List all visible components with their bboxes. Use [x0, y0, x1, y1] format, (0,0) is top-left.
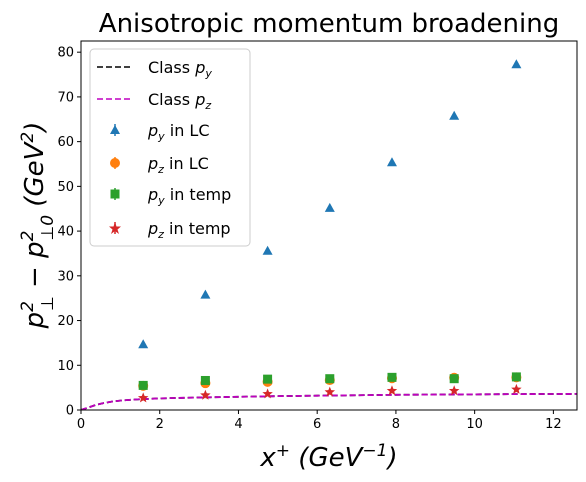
data-point-p-z-in-temp: [386, 385, 398, 396]
y-tick-label: 50: [57, 180, 74, 195]
data-point-p-y-in-lc: [200, 289, 211, 299]
svg-text:py in LC: py in LC: [147, 121, 210, 143]
data-point-p-z-in-temp: [262, 388, 273, 399]
y-tick-label: 40: [57, 225, 74, 240]
data-point-p-y-in-lc: [324, 202, 335, 212]
x-tick-label: 4: [234, 417, 242, 432]
x-tick-label: 6: [313, 417, 321, 432]
data-point-p-z-in-temp: [200, 389, 211, 400]
x-axis-label: x+ (GeV−1): [259, 441, 397, 473]
data-point-p-y-in-lc: [449, 110, 460, 120]
legend-item-class-pz: Class pz: [97, 90, 211, 112]
data-point-p-y-in-temp: [511, 372, 521, 382]
data-point-p-y-in-temp: [449, 374, 459, 384]
svg-text:Class pz: Class pz: [148, 90, 211, 112]
x-tick-label: 10: [466, 417, 483, 432]
svg-text:py in temp: py in temp: [147, 185, 231, 207]
y-tick-label: 60: [57, 135, 74, 150]
plot-frame: [80, 40, 578, 411]
data-point-p-y-in-lc: [386, 157, 397, 167]
legend-item-class-py: Class py: [97, 58, 212, 80]
data-point-p-z-in-temp: [324, 386, 336, 397]
data-point-p-y-in-temp: [325, 374, 335, 384]
data-point-p-y-in-temp: [387, 372, 397, 382]
y-tick-label: 0: [66, 404, 74, 419]
x-tick-label: 2: [156, 417, 164, 432]
y-tick-label: 20: [57, 314, 74, 329]
data-point-p-y-in-lc: [138, 339, 149, 349]
data-point-p-y-in-lc: [262, 245, 273, 255]
svg-text:pz in LC: pz in LC: [147, 154, 209, 176]
data-point-p-y-in-temp: [200, 375, 210, 385]
data-point-p-z-in-temp: [448, 385, 460, 396]
x-tick-label: 0: [77, 417, 85, 432]
data-point-p-y-in-temp: [263, 374, 273, 384]
legend-item-pz-lc: pz in LC: [110, 154, 209, 176]
y-tick-label: 80: [57, 46, 74, 61]
y-tick-label: 10: [57, 359, 74, 374]
y-tick-label: 70: [57, 90, 74, 105]
data-point-p-z-in-temp: [137, 392, 149, 403]
plot-area: [81, 59, 577, 410]
legend-item-py-lc: py in LC: [110, 121, 210, 143]
data-point-p-y-in-lc: [511, 59, 522, 69]
data-point-p-z-in-temp: [511, 383, 522, 394]
legend-item-pz-temp: pz in temp: [109, 219, 231, 241]
legend: Class py Class pz py in LC pz in LC py i…: [89, 48, 251, 247]
y-tick-label: 30: [57, 269, 74, 284]
series-line-class-p-z: [81, 392, 577, 410]
chart-title: Anisotropic momentum broadening: [99, 9, 559, 39]
x-tick-label: 12: [545, 417, 562, 432]
data-point-p-y-in-temp: [138, 380, 148, 390]
svg-text:Class py: Class py: [148, 58, 212, 80]
legend-item-py-temp: py in temp: [110, 185, 231, 207]
svg-text:pz in temp: pz in temp: [147, 219, 231, 241]
y-axis-ticks: 0 10 20 30 40 50 60 70 80: [57, 46, 81, 419]
svg-text:p2⊥ − p2⊥0 (GeV2): p2⊥ − p2⊥0 (GeV2): [18, 122, 58, 330]
x-axis-ticks: 0 2 4 6 8 10 12: [77, 410, 562, 432]
y-axis-label: p2⊥ − p2⊥0 (GeV2): [18, 122, 58, 330]
series-line-class-p-y: [81, 392, 577, 410]
x-tick-label: 8: [392, 417, 400, 432]
